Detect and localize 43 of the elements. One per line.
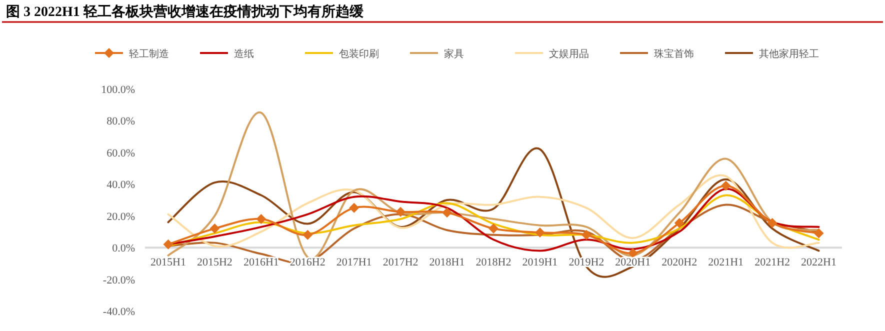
point: [674, 218, 684, 228]
x-tick-label: 2015H2: [196, 256, 232, 269]
point: [534, 228, 545, 238]
x-tick-label: 2018H2: [476, 256, 512, 269]
y-tick-label: 40.0%: [106, 179, 135, 192]
y-tick-label: 100.0%: [101, 84, 135, 96]
x-tick-label: 2021H1: [708, 256, 744, 269]
legend-label: 珠宝首饰: [654, 48, 694, 60]
x-tick-label: 2020H2: [662, 256, 698, 269]
legend-label: 文娱用品: [549, 48, 589, 60]
legend-label: 家具: [444, 48, 464, 60]
x-tick-label: 2019H1: [522, 256, 558, 269]
point: [349, 202, 360, 213]
point: [488, 224, 498, 234]
y-tick-label: -40.0%: [102, 306, 135, 318]
x-tick-label: 2017H2: [382, 256, 418, 269]
x-tick-label: 2016H1: [243, 256, 279, 269]
point: [767, 218, 778, 228]
legend-label: 造纸: [234, 48, 254, 60]
point: [814, 228, 824, 238]
point: [442, 208, 452, 218]
legend-label: 包装印刷: [339, 48, 379, 60]
point: [163, 239, 174, 250]
legend-label: 其他家用轻工: [759, 48, 819, 60]
point: [581, 230, 592, 240]
x-tick-label: 2022H1: [801, 256, 836, 269]
x-tick-label: 2018H1: [429, 256, 465, 269]
y-tick-label: 0.0%: [112, 242, 135, 255]
point: [720, 180, 731, 191]
chart-title: 图 3 2022H1 轻工各板块营收增速在疫情扰动下均有所趋缓: [6, 3, 364, 20]
y-tick-label: 20.0%: [106, 210, 135, 223]
point: [396, 206, 406, 217]
y-tick-label: 60.0%: [106, 147, 135, 160]
y-tick-label: -20.0%: [102, 274, 135, 286]
x-tick-label: 2021H2: [754, 256, 790, 269]
point: [628, 248, 638, 258]
x-tick-label: 2015H1: [150, 256, 186, 269]
point: [256, 214, 266, 224]
x-tick-label: 2017H1: [336, 256, 372, 269]
legend-label: 轻工制造: [129, 48, 169, 60]
point: [302, 230, 313, 240]
point: [210, 224, 220, 234]
y-tick-label: 80.0%: [106, 116, 135, 128]
